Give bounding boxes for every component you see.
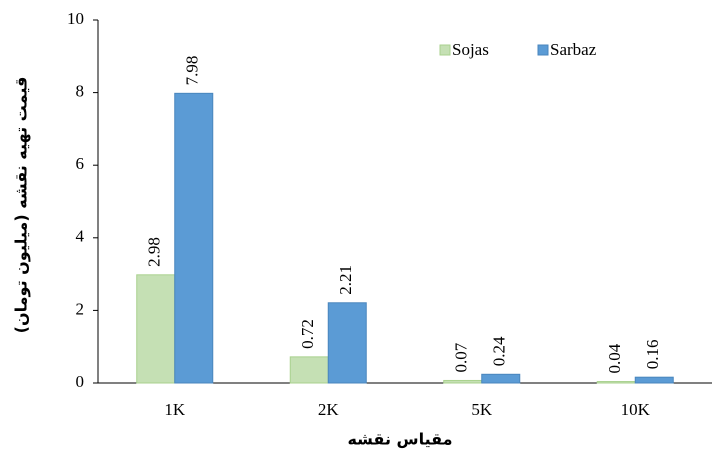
legend-label: Sarbaz: [550, 40, 597, 59]
value-label: 0.24: [490, 336, 509, 366]
y-tick-label: 4: [76, 227, 85, 246]
value-label: 0.72: [298, 319, 317, 349]
value-label: 0.07: [452, 342, 471, 372]
bar: [174, 92, 214, 384]
y-tick-label: 10: [67, 9, 84, 28]
x-tick-label: 5K: [471, 400, 493, 419]
bar: [596, 381, 636, 384]
value-label: 0.16: [643, 339, 662, 369]
x-tick-label: 2K: [318, 400, 340, 419]
bar: [634, 376, 674, 384]
legend-swatch: [537, 44, 549, 56]
x-tick-label: 1K: [164, 400, 186, 419]
legend-swatch: [439, 44, 451, 56]
y-tick-label: 2: [76, 299, 85, 318]
bar: [289, 356, 329, 384]
x-tick-label: 10K: [621, 400, 651, 419]
y-tick-label: 6: [76, 154, 85, 173]
y-tick-label: 0: [76, 372, 85, 391]
bar: [136, 274, 176, 384]
legend-label: Sojas: [452, 40, 489, 59]
x-axis-title: مقیاس نقشه: [347, 430, 452, 449]
value-label: 0.04: [605, 343, 624, 373]
bar: [443, 379, 483, 384]
bar: [481, 373, 521, 384]
value-label: 2.98: [145, 237, 164, 267]
y-tick-label: 8: [76, 82, 85, 101]
value-label: 2.21: [336, 265, 355, 295]
y-axis-title: قیمت تهیه نقشه (میلیون تومان): [12, 77, 31, 334]
bar: [327, 302, 367, 384]
value-label: 7.98: [183, 56, 202, 86]
